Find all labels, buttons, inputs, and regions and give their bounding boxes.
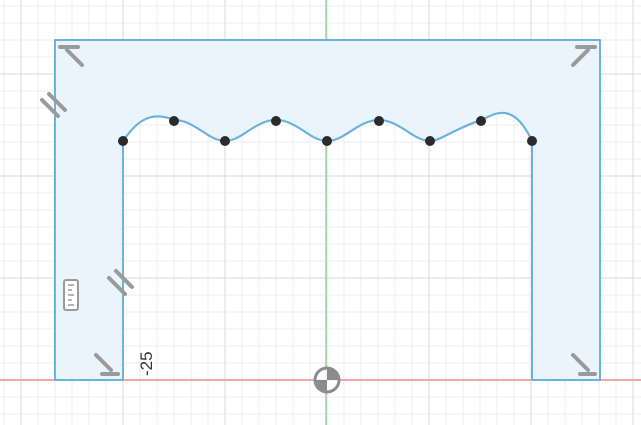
perpendicular-top-left-icon[interactable] xyxy=(58,45,84,67)
perpendicular-bottom-right-icon[interactable] xyxy=(571,353,597,376)
spline-point[interactable] xyxy=(118,136,128,146)
spline-point[interactable] xyxy=(322,136,332,146)
spline-point[interactable] xyxy=(169,116,179,126)
spline-point[interactable] xyxy=(425,136,435,146)
spline-point[interactable] xyxy=(476,116,486,126)
dimension-ruler-icon[interactable] xyxy=(63,279,79,311)
dimension-label[interactable]: -25 xyxy=(137,351,156,376)
spline-point[interactable] xyxy=(271,116,281,126)
spline-point[interactable] xyxy=(220,136,230,146)
perpendicular-bottom-left-icon[interactable] xyxy=(94,353,120,376)
spline-points xyxy=(118,116,537,146)
spline-point[interactable] xyxy=(527,136,537,146)
spline-point[interactable] xyxy=(374,116,384,126)
perpendicular-top-right-icon[interactable] xyxy=(571,45,597,67)
origin-icon[interactable] xyxy=(313,366,341,394)
parallel-left-outer-icon[interactable] xyxy=(40,92,67,118)
parallel-left-inner-icon[interactable] xyxy=(107,269,134,296)
